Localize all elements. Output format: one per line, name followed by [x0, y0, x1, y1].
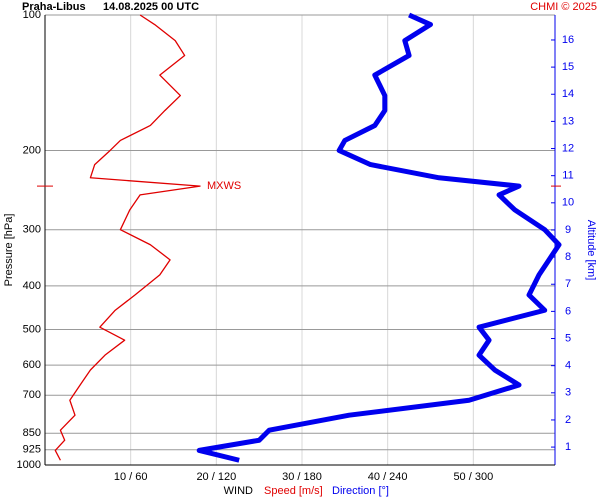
y2-tick-label: 8	[565, 251, 571, 263]
x-tick-label: 10 / 60	[114, 471, 148, 483]
y2-tick-label: 4	[565, 360, 571, 372]
y-tick-label: 300	[23, 224, 41, 236]
y2-tick-label: 15	[562, 61, 574, 73]
profile-line	[196, 12, 562, 463]
legend-speed: Speed [m/s]	[264, 485, 323, 497]
y2-tick-label: 10	[562, 197, 574, 209]
y-tick-label: 700	[23, 389, 41, 401]
y2-tick-label: 3	[565, 387, 571, 399]
x-tick-label: 20 / 120	[196, 471, 236, 483]
y2-tick-label: 1	[565, 441, 571, 453]
y-axis-label: Pressure [hPa]	[3, 214, 15, 287]
y2-tick-label: 9	[565, 224, 571, 236]
legend-direction: Direction [°]	[332, 485, 389, 497]
y2-tick-label: 11	[562, 170, 573, 182]
y-tick-label: 925	[23, 444, 41, 456]
y2-tick-label: 7	[565, 278, 571, 290]
y-tick-label: 400	[23, 280, 41, 292]
y2-tick-label: 12	[562, 142, 574, 154]
y2-tick-label: 5	[565, 332, 571, 344]
y2-axis-label: Altitude [km]	[585, 220, 597, 281]
y-tick-label: 1000	[17, 459, 41, 471]
y-tick-label: 100	[23, 9, 41, 21]
profile-line	[54, 14, 201, 461]
y2-tick-label: 2	[565, 414, 571, 426]
y2-tick-label: 6	[565, 305, 571, 317]
y2-tick-label: 16	[562, 34, 574, 46]
chart-title: Praha-Libus	[22, 1, 86, 13]
y-tick-label: 600	[23, 359, 41, 371]
x-axis-label: WIND	[224, 485, 253, 497]
x-tick-label: 30 / 180	[282, 471, 322, 483]
y2-tick-label: 14	[562, 88, 574, 100]
x-tick-label: 40 / 240	[368, 471, 408, 483]
x-tick-label: 50 / 300	[453, 471, 493, 483]
y2-tick-label: 13	[562, 115, 574, 127]
annotation: MXWS	[207, 180, 241, 192]
credit: CHMI © 2025	[530, 1, 597, 13]
y-tick-label: 500	[23, 323, 41, 335]
chart-subtitle: 14.08.2025 00 UTC	[103, 1, 199, 13]
y-tick-label: 200	[23, 144, 41, 156]
y-tick-label: 850	[23, 427, 41, 439]
